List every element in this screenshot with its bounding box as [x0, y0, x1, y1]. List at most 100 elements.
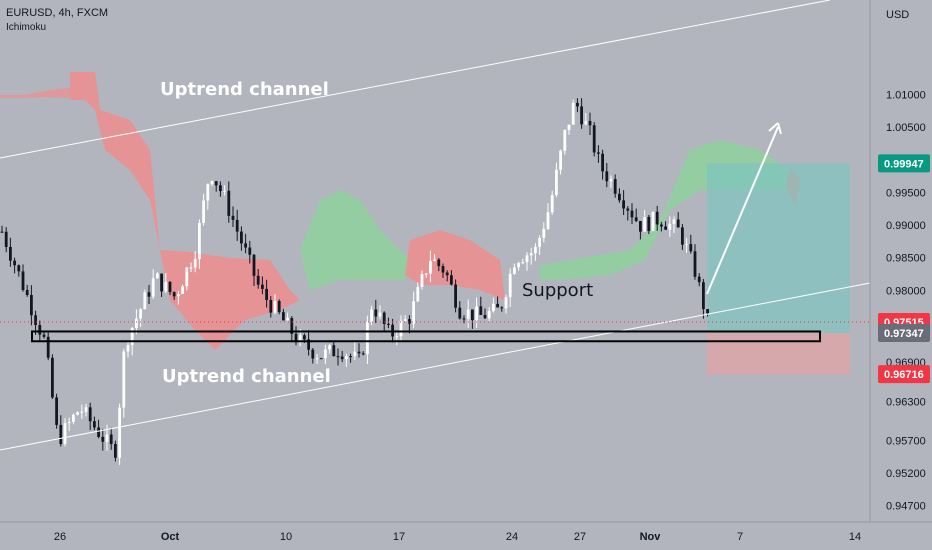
candle-down — [219, 185, 222, 192]
candle-down — [265, 288, 268, 300]
cloud-bear-0 — [0, 88, 70, 98]
time-tick-label: 26 — [54, 531, 66, 543]
candle-down — [580, 106, 583, 125]
candle-down — [46, 336, 50, 358]
price-tick-label: 0.99500 — [886, 187, 926, 199]
candle-up — [177, 294, 180, 297]
candle-up — [84, 407, 88, 412]
cloud-bull-1 — [300, 190, 410, 290]
candle-up — [492, 303, 495, 312]
candle-down — [101, 436, 105, 442]
candle-down — [441, 266, 445, 273]
candle-down — [349, 356, 352, 358]
candle-up — [193, 259, 197, 268]
price-badge-label: 0.97347 — [884, 328, 924, 340]
candle-down — [55, 397, 58, 425]
trend-lines — [0, 0, 871, 451]
candle-up — [105, 434, 109, 442]
candle-down — [576, 102, 579, 107]
candle-down — [231, 215, 235, 220]
candle-down — [622, 200, 625, 209]
candle-up — [223, 190, 226, 192]
candle-up — [80, 411, 84, 413]
candle-down — [147, 292, 151, 297]
profit-zone — [707, 163, 850, 333]
candle-up — [395, 336, 399, 338]
candle-down — [634, 217, 638, 222]
candle-down — [13, 260, 16, 266]
candle-down — [214, 181, 218, 186]
annotation-support[interactable]: Support — [522, 280, 593, 301]
price-tick-label: 1.00500 — [886, 122, 926, 134]
candle-up — [130, 327, 134, 346]
candle-down — [244, 243, 247, 248]
candle-down — [437, 259, 441, 267]
candle-down — [34, 315, 37, 325]
candle-up — [584, 120, 588, 125]
candle-up — [521, 262, 525, 264]
candle-up — [466, 309, 470, 319]
candle-up — [420, 274, 424, 287]
candle-down — [269, 299, 273, 313]
candle-up — [324, 349, 327, 359]
candle-down — [4, 231, 8, 247]
loss-zone — [707, 332, 850, 375]
candle-down — [664, 226, 667, 230]
price-tick-label: 0.96300 — [886, 396, 926, 408]
support-zone-box — [31, 330, 821, 343]
candle-up — [151, 278, 155, 297]
candle-down — [689, 244, 693, 252]
candle-down — [639, 221, 642, 232]
candle-up — [571, 102, 575, 125]
symbol-title[interactable]: EURUSD, 4h, FXCM — [6, 7, 109, 19]
projection-arrow-head — [768, 122, 782, 135]
candle-up — [366, 321, 369, 355]
candle-up — [206, 184, 210, 201]
time-tick-label: 24 — [506, 531, 518, 543]
annotation-uptrend-bottom[interactable]: Uptrend channel — [162, 366, 331, 387]
candle-down — [17, 265, 21, 272]
candle-up — [538, 237, 541, 247]
candle-down — [294, 333, 298, 343]
candle-up — [370, 309, 373, 322]
candle-down — [319, 358, 323, 360]
indicator-label[interactable]: Ichimoku — [6, 22, 47, 33]
candle-down — [97, 427, 100, 437]
candle-up — [416, 286, 420, 302]
annotation-uptrend-top[interactable]: Uptrend channel — [160, 79, 329, 100]
candle-up — [504, 297, 508, 309]
candle-down — [471, 309, 474, 321]
candle-up — [378, 312, 382, 317]
price-tick-label: 0.98000 — [886, 285, 926, 297]
candle-up — [550, 195, 554, 213]
candle-up — [126, 345, 130, 352]
candle-up — [672, 219, 676, 224]
candle-up — [424, 273, 428, 275]
time-tick-label: Oct — [161, 531, 180, 543]
candle-up — [433, 259, 436, 261]
candle-up — [118, 407, 121, 458]
candle-down — [681, 227, 684, 245]
candle-down — [59, 424, 63, 444]
candle-down — [282, 312, 285, 321]
price-tick-label: 0.95200 — [886, 468, 926, 480]
candle-down — [702, 282, 705, 310]
candle-down — [454, 284, 457, 308]
price-badge — [878, 323, 930, 342]
candle-down — [655, 211, 659, 225]
candle-down — [605, 171, 609, 182]
candle-down — [479, 306, 483, 315]
candle-up — [164, 281, 168, 292]
candle-up — [525, 255, 529, 263]
candle-down — [458, 307, 462, 319]
candle-down — [168, 281, 172, 293]
candle-down — [261, 284, 264, 289]
price-tick-label: 0.95700 — [886, 435, 926, 447]
candle-up — [517, 263, 520, 268]
candle-up — [563, 130, 567, 151]
time-tick-label: 17 — [393, 531, 405, 543]
cloud-bear-1 — [70, 72, 300, 350]
projection-arrow-line — [706, 126, 779, 295]
